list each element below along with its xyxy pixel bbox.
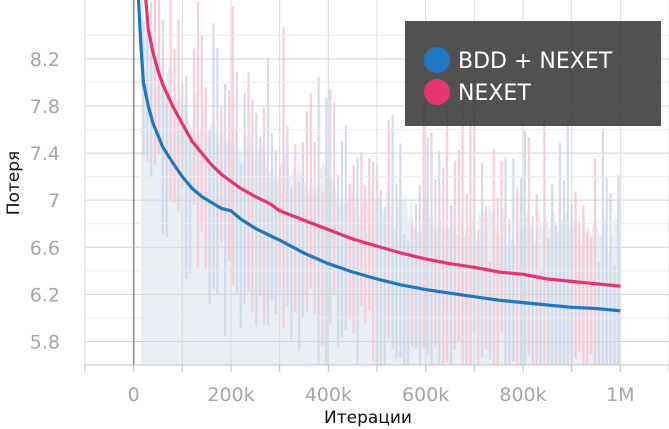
x-axis-title: Итерации <box>324 408 412 428</box>
series-line-bdd-nexet <box>136 0 621 313</box>
y-tick-labels: 5.8 6.2 6.6 7 7.4 7.8 8.2 <box>30 49 60 354</box>
legend-marker-nexet <box>424 79 450 105</box>
legend-background <box>405 21 661 126</box>
legend: BDD + NEXET NEXET <box>405 21 661 126</box>
y-tick-label: 6.2 <box>30 284 60 306</box>
x-tick-label: 400k <box>305 384 352 406</box>
x-tick-label: 800k <box>499 384 546 406</box>
series-line-nexet <box>144 0 621 288</box>
y-tick-label: 7.4 <box>30 143 60 165</box>
x-tick-label: 1M <box>606 384 634 406</box>
y-tick-label: 5.8 <box>30 331 60 353</box>
y-tick-label: 8.2 <box>30 49 60 71</box>
y-tick-label: 6.6 <box>30 237 60 259</box>
x-tick-label: 600k <box>402 384 449 406</box>
x-tick-label: 200k <box>207 384 254 406</box>
legend-label-nexet: NEXET <box>458 81 531 106</box>
series-lines <box>136 0 621 313</box>
legend-marker-bdd-nexet <box>424 47 450 73</box>
x-tick-labels: 0 200k 400k 600k 800k 1M <box>128 384 635 406</box>
y-tick-label: 7 <box>48 190 60 212</box>
y-axis-title: Потеря <box>4 151 24 216</box>
y-tick-label: 7.8 <box>30 96 60 118</box>
legend-label-bdd-nexet: BDD + NEXET <box>458 49 613 74</box>
x-tick-label: 0 <box>128 384 140 406</box>
